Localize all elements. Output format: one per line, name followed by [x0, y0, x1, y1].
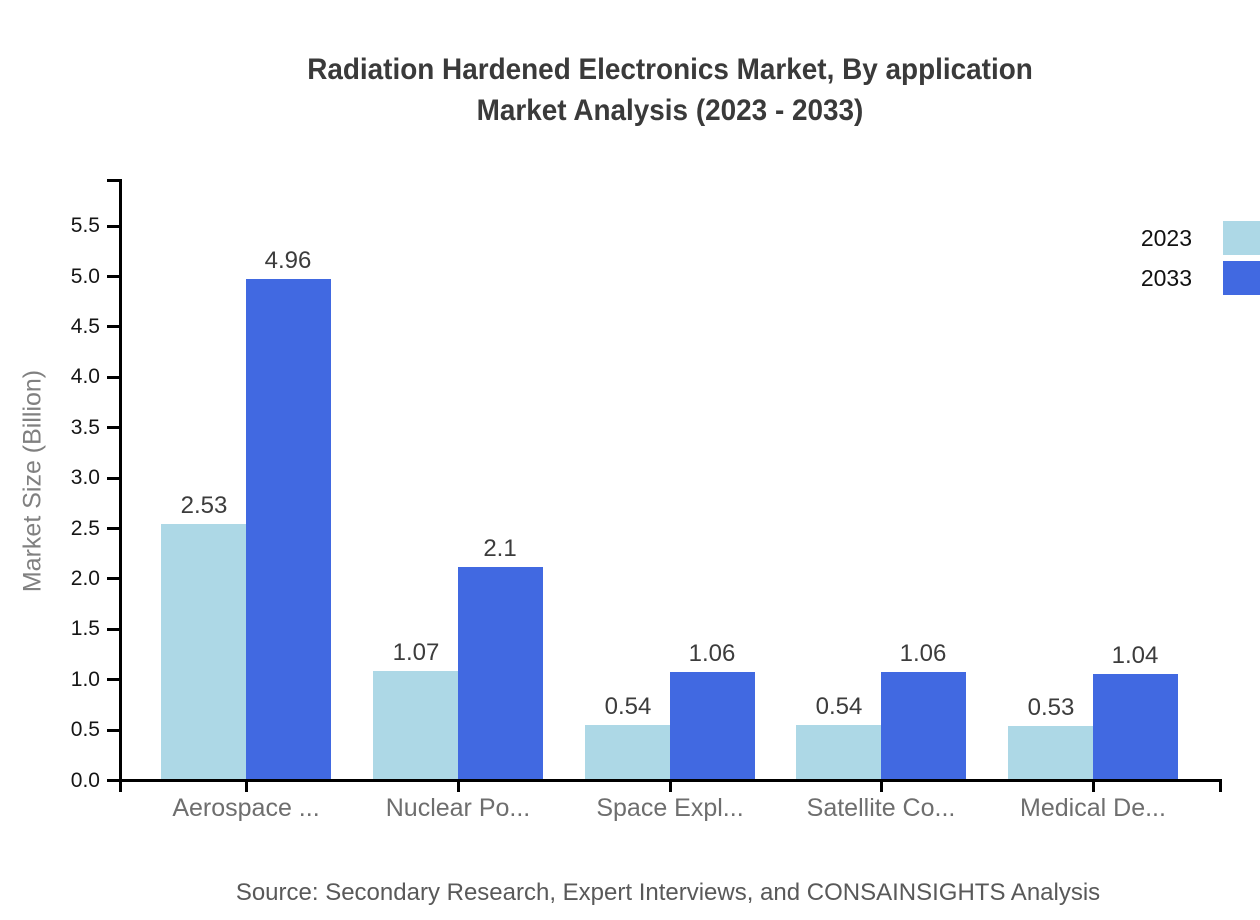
bar-2033-4: [881, 672, 966, 779]
y-axis-line: [119, 179, 122, 792]
x-axis-end-cap: [1219, 779, 1222, 792]
bar-2033-3: [670, 672, 755, 779]
value-label-2023-4: 0.54: [815, 693, 863, 720]
x-tick-4: [880, 779, 883, 792]
legend-swatch-2033: [1223, 261, 1260, 295]
y-tick-label-0.0: 0.0: [70, 769, 100, 792]
y-tick-label-3.0: 3.0: [70, 466, 100, 489]
y-tick-0.5: [107, 729, 119, 732]
chart-title-line2: Market Analysis (2023 - 2033): [476, 94, 864, 127]
y-tick-label-2.0: 2.0: [70, 567, 100, 590]
y-tick-label-5.0: 5.0: [70, 265, 100, 288]
value-label-2023-1: 2.53: [180, 492, 228, 519]
y-tick-label-3.5: 3.5: [70, 416, 100, 439]
x-tick-5: [1092, 779, 1095, 792]
category-label-1: Aerospace ...: [172, 794, 320, 822]
y-tick-3.5: [107, 426, 119, 429]
bar-2033-2: [458, 567, 543, 779]
y-tick-label-4.5: 4.5: [70, 315, 100, 338]
bar-2023-4: [796, 725, 881, 779]
y-tick-4.0: [107, 376, 119, 379]
category-label-5: Medical De...: [1020, 794, 1166, 822]
y-tick-1.0: [107, 678, 119, 681]
category-label-3: Space Expl...: [596, 794, 744, 822]
legend-label-2023: 2023: [1140, 225, 1192, 251]
bar-2023-5: [1008, 726, 1093, 779]
bar-2033-5: [1093, 674, 1178, 779]
bar-2023-2: [373, 671, 458, 779]
y-tick-label-1.0: 1.0: [70, 668, 100, 691]
bar-2023-3: [585, 725, 670, 779]
y-tick-label-5.5: 5.5: [70, 214, 100, 237]
x-tick-2: [457, 779, 460, 792]
category-label-2: Nuclear Po...: [385, 794, 531, 822]
y-tick-label-2.5: 2.5: [70, 517, 100, 540]
bar-2033-1: [246, 279, 331, 779]
y-tick-label-4.0: 4.0: [70, 365, 100, 388]
value-label-2023-3: 0.54: [604, 693, 652, 720]
y-tick-label-1.5: 1.5: [70, 617, 100, 640]
y-tick-1.5: [107, 628, 119, 631]
value-label-2033-2: 2.1: [483, 535, 517, 562]
value-label-2033-4: 1.06: [899, 640, 947, 667]
y-axis-end-cap: [107, 179, 122, 182]
source-note: Source: Secondary Research, Expert Inter…: [235, 879, 1101, 906]
y-tick-5.0: [107, 275, 119, 278]
value-label-2023-2: 1.07: [392, 639, 440, 666]
x-tick-1: [245, 779, 248, 792]
y-tick-4.5: [107, 325, 119, 328]
chart-title-line1: Radiation Hardened Electronics Market, B…: [307, 53, 1033, 86]
y-tick-3.0: [107, 477, 119, 480]
value-label-2023-5: 0.53: [1027, 694, 1075, 721]
y-tick-2.5: [107, 527, 119, 530]
category-label-4: Satellite Co...: [806, 794, 956, 822]
value-label-2033-3: 1.06: [688, 640, 736, 667]
value-label-2033-5: 1.04: [1111, 642, 1159, 669]
legend-swatch-2023: [1223, 221, 1260, 255]
legend-label-2033: 2033: [1140, 265, 1192, 291]
y-tick-2.0: [107, 577, 119, 580]
y-tick-0.0: [107, 779, 119, 782]
y-tick-5.5: [107, 225, 119, 228]
value-label-2033-1: 4.96: [264, 247, 312, 274]
y-tick-label-0.5: 0.5: [70, 718, 100, 741]
x-tick-3: [669, 779, 672, 792]
bar-2023-1: [161, 524, 246, 779]
